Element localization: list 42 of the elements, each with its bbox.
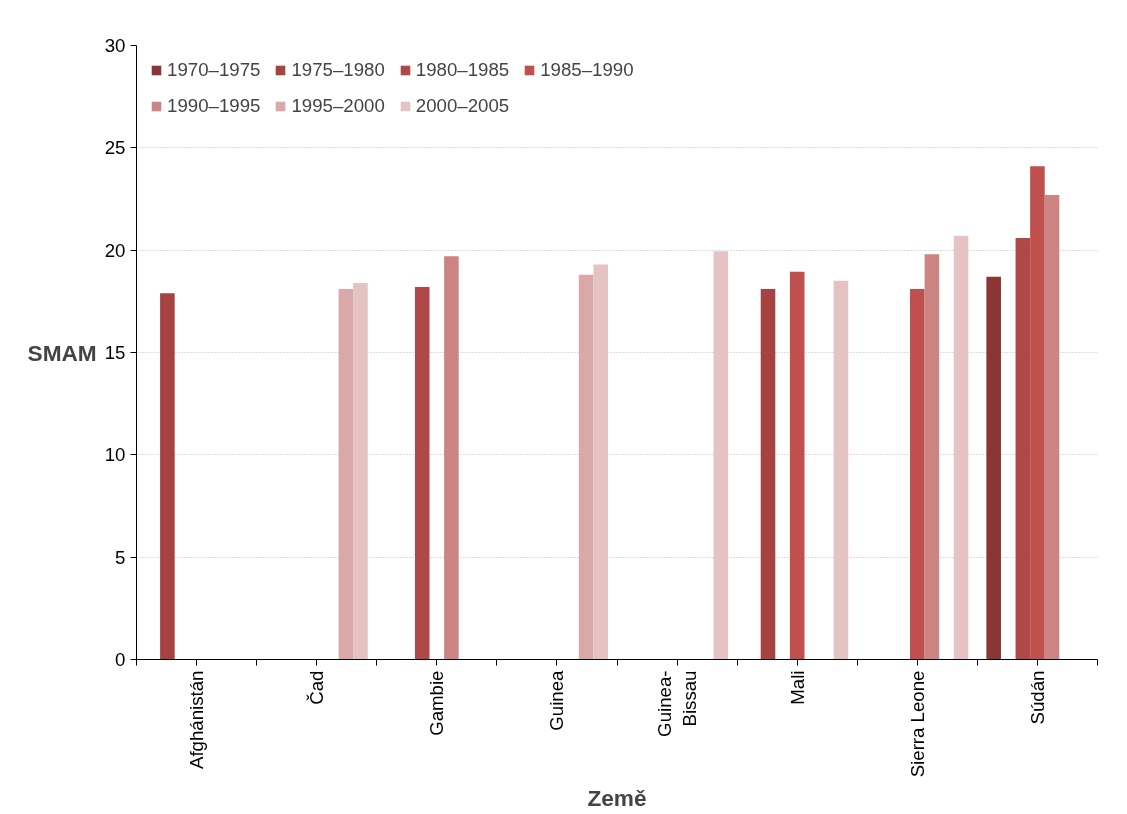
y-tick-label: 30 — [104, 35, 126, 56]
bar — [160, 293, 175, 660]
x-axis-title: Země — [587, 785, 647, 812]
bar — [414, 287, 430, 660]
x-tick-label: Mali — [786, 670, 808, 705]
bar — [760, 289, 776, 660]
x-tick-label: Súdán — [1026, 670, 1048, 725]
bar — [924, 254, 940, 660]
x-tick-label: Čad — [306, 670, 328, 705]
legend-label: 2000–2005 — [415, 95, 510, 117]
y-tick-label: 5 — [115, 546, 126, 568]
bar — [986, 276, 1001, 660]
legend-label: 1970–1975 — [167, 59, 261, 81]
bar — [578, 274, 594, 660]
x-tick-label: Gambie — [426, 670, 448, 736]
bar — [789, 271, 805, 660]
bar — [833, 280, 849, 660]
legend-label: 1990–1995 — [167, 95, 261, 117]
legend-label: 1985–1990 — [540, 59, 634, 81]
x-tick-label: Guinea — [546, 669, 568, 731]
x-tick-label: Afghánistán — [186, 670, 208, 770]
y-tick-label: 10 — [104, 444, 126, 466]
bar — [593, 264, 608, 660]
legend-label: 1975–1980 — [291, 59, 385, 81]
legend-label: 1995–2000 — [291, 95, 385, 117]
bar — [1015, 237, 1031, 660]
y-tick-label: 25 — [104, 137, 126, 159]
bar — [953, 235, 969, 660]
x-tick-label: Sierra Leone — [906, 670, 928, 778]
legend-label: 1980–1985 — [415, 59, 510, 81]
bar — [713, 251, 729, 660]
bar — [353, 282, 368, 660]
y-tick-label: 15 — [104, 342, 126, 363]
bar — [910, 289, 925, 660]
x-tick-label: Guinea-Bissau — [653, 670, 701, 737]
bar — [338, 289, 354, 660]
bar — [1044, 194, 1060, 660]
bar — [444, 256, 459, 660]
y-axis-title: SMAM — [27, 339, 97, 366]
bar — [1030, 166, 1045, 660]
y-tick-label: 20 — [104, 239, 126, 261]
y-tick-label: 0 — [115, 649, 126, 670]
